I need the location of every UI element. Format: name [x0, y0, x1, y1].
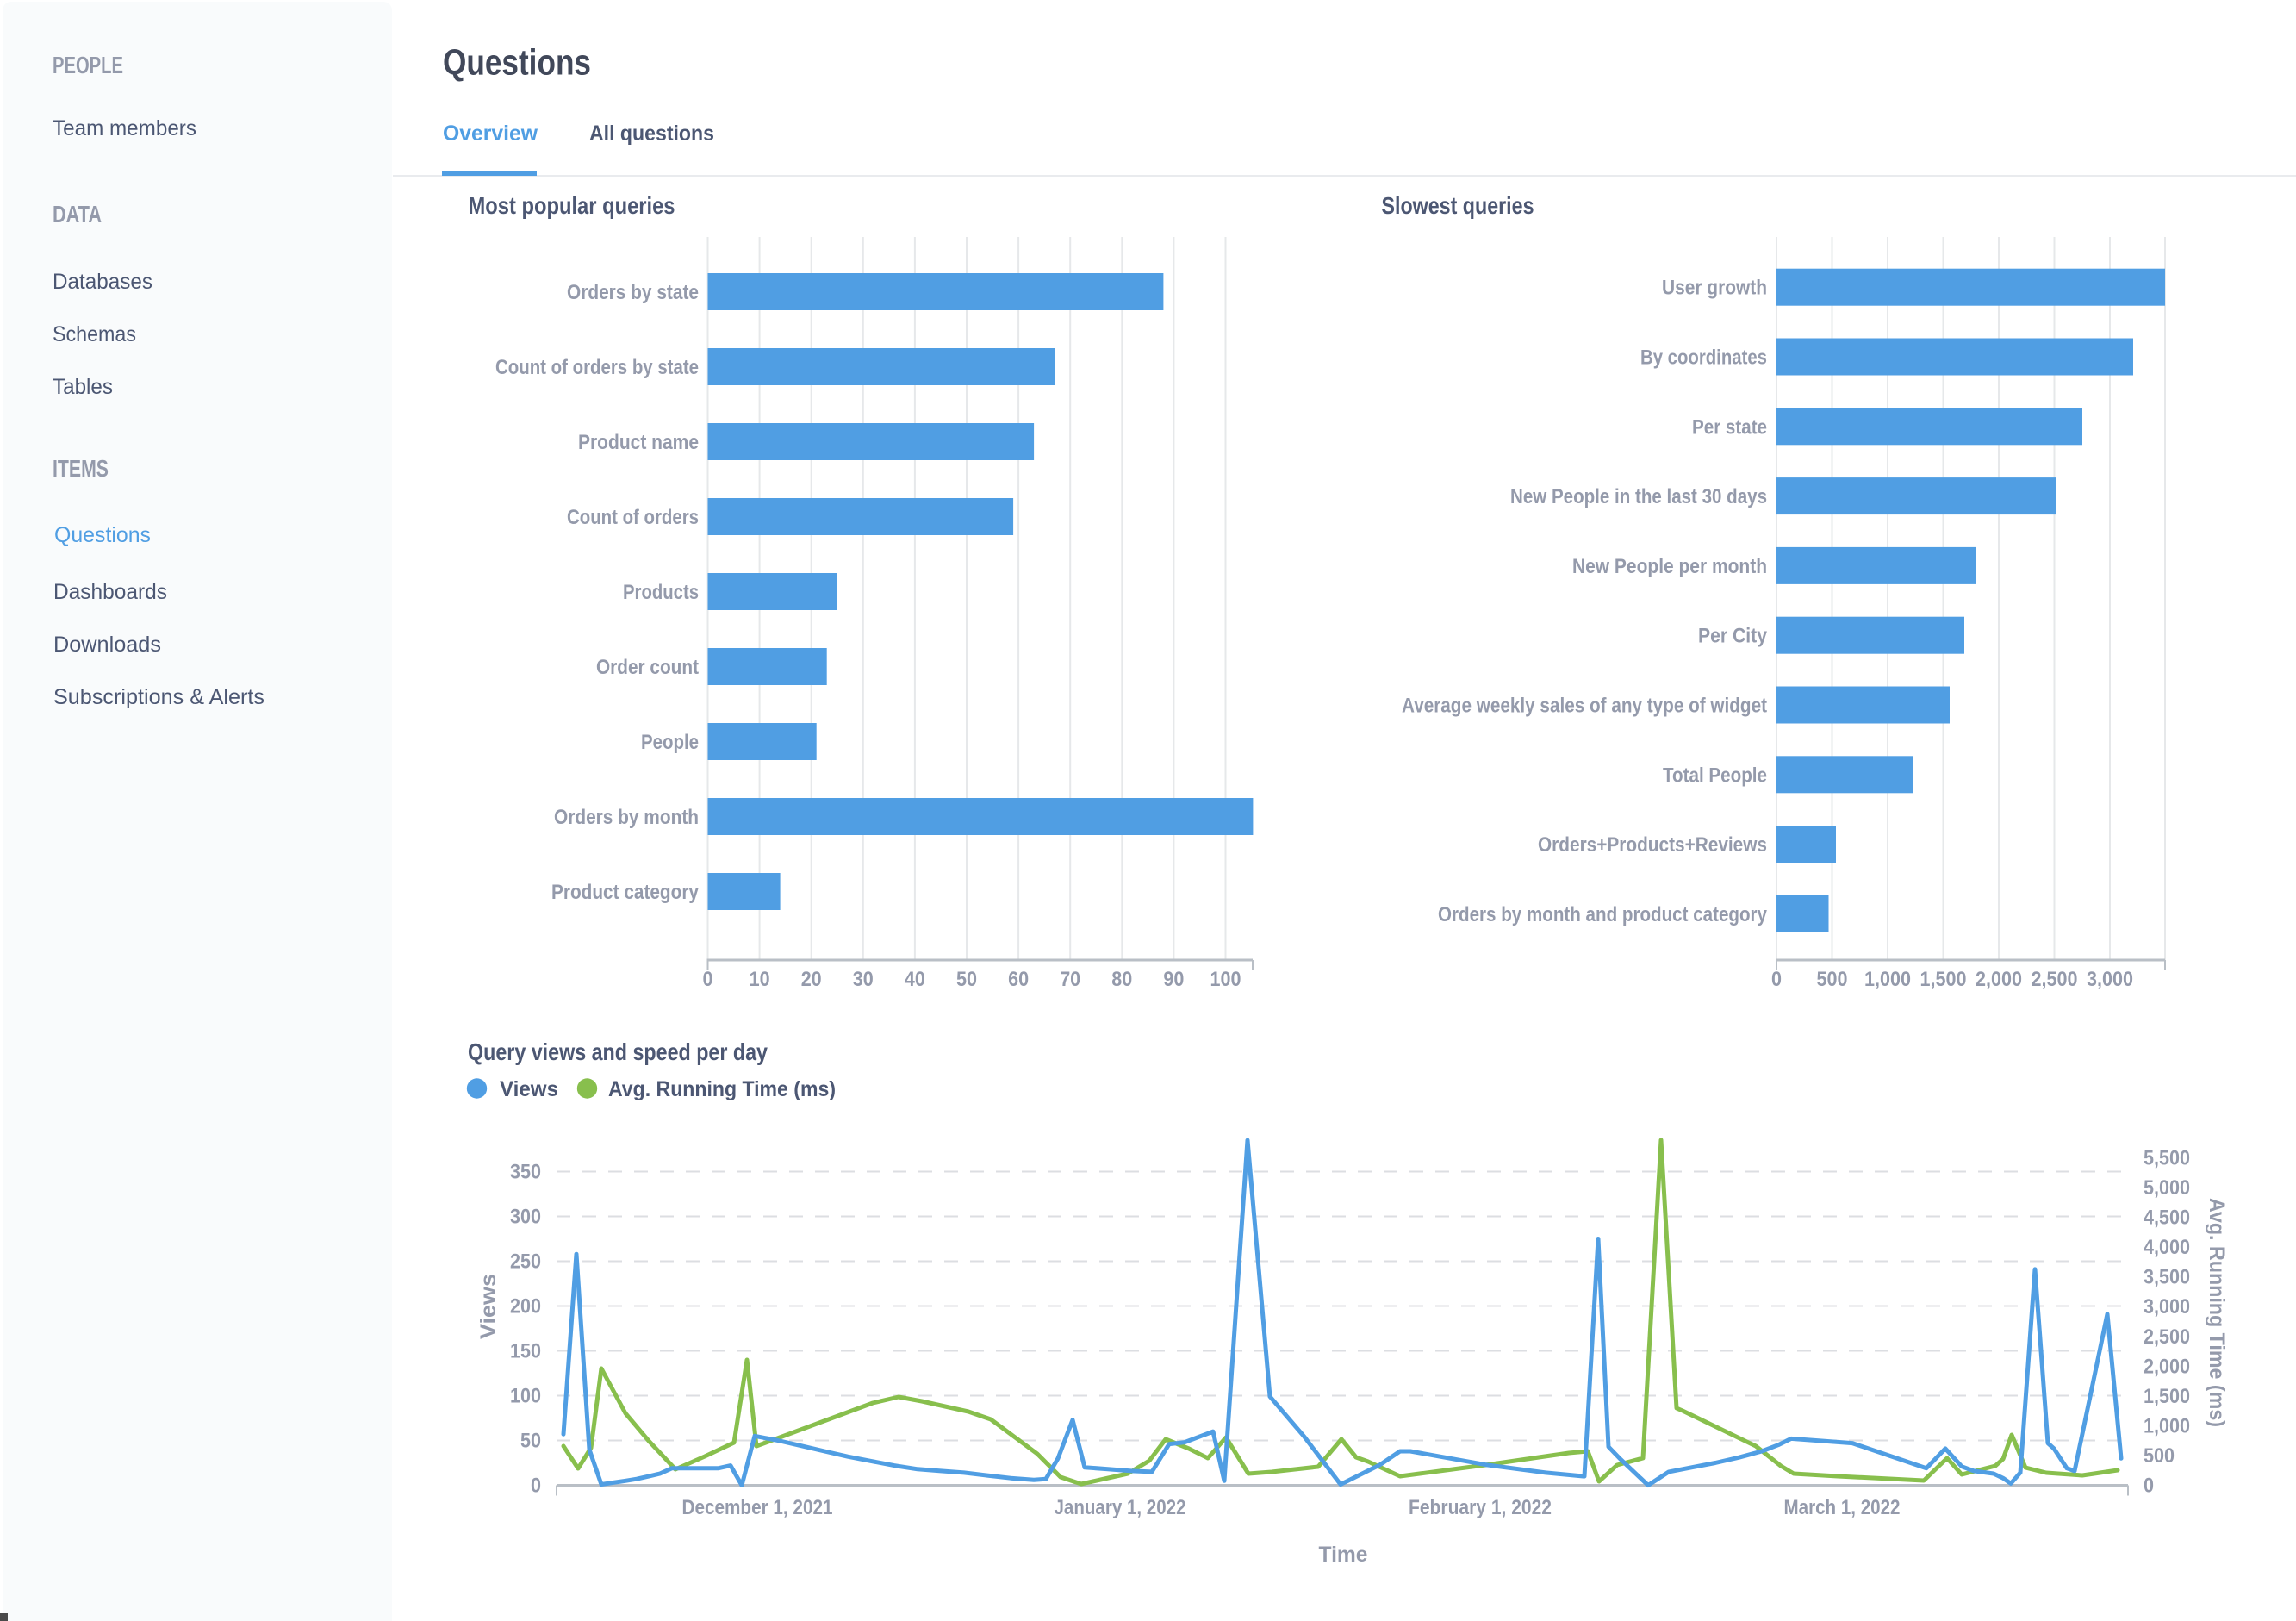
svg-text:200: 200	[510, 1295, 541, 1319]
svg-text:500: 500	[2144, 1444, 2175, 1468]
svg-text:90: 90	[1163, 968, 1184, 991]
svg-text:January 1, 2022: January 1, 2022	[1055, 1496, 1186, 1519]
svg-text:Databases: Databases	[53, 270, 152, 294]
svg-text:By coordinates: By coordinates	[1640, 346, 1767, 370]
svg-text:DATA: DATA	[53, 201, 102, 228]
svg-text:3,500: 3,500	[2144, 1266, 2190, 1289]
svg-text:50: 50	[956, 968, 977, 991]
svg-text:2,000: 2,000	[2144, 1355, 2190, 1378]
svg-text:3,000: 3,000	[2087, 968, 2133, 991]
svg-text:Count of orders: Count of orders	[567, 506, 699, 529]
svg-text:Product category: Product category	[551, 881, 700, 904]
svg-text:20: 20	[801, 968, 822, 991]
svg-text:Tables: Tables	[53, 375, 113, 399]
svg-text:March 1, 2022: March 1, 2022	[1784, 1496, 1901, 1519]
svg-text:2,500: 2,500	[2032, 968, 2078, 991]
svg-text:Product name: Product name	[578, 431, 699, 454]
svg-text:February 1, 2022: February 1, 2022	[1409, 1496, 1552, 1519]
svg-text:1,000: 1,000	[2144, 1414, 2190, 1437]
svg-text:0: 0	[703, 968, 713, 991]
svg-text:Count of orders by state: Count of orders by state	[495, 356, 699, 379]
svg-text:Per state: Per state	[1692, 415, 1767, 439]
svg-text:10: 10	[750, 968, 770, 991]
svg-text:Orders+Products+Reviews: Orders+Products+Reviews	[1538, 833, 1767, 857]
svg-text:Avg. Running Time (ms): Avg. Running Time (ms)	[2205, 1198, 2229, 1427]
svg-text:Team members: Team members	[53, 116, 196, 140]
svg-text:Total People: Total People	[1663, 764, 1767, 787]
svg-text:Avg. Running Time (ms): Avg. Running Time (ms)	[608, 1077, 836, 1101]
svg-text:Orders by state: Orders by state	[567, 281, 699, 304]
svg-text:Questions: Questions	[54, 523, 151, 547]
svg-text:Schemas: Schemas	[53, 322, 136, 346]
svg-text:Most popular queries: Most popular queries	[469, 192, 675, 219]
svg-text:Orders by month and product ca: Orders by month and product category	[1438, 903, 1768, 926]
svg-text:250: 250	[510, 1250, 541, 1274]
svg-text:Overview: Overview	[443, 122, 538, 146]
svg-text:Questions: Questions	[443, 42, 591, 83]
svg-text:100: 100	[1210, 968, 1241, 991]
svg-text:1,000: 1,000	[1864, 968, 1911, 991]
svg-text:Order count: Order count	[596, 656, 699, 679]
svg-text:40: 40	[905, 968, 925, 991]
svg-text:Per City: Per City	[1698, 625, 1768, 648]
svg-text:Downloads: Downloads	[53, 633, 161, 657]
svg-text:2,500: 2,500	[2144, 1325, 2190, 1349]
svg-text:Slowest queries: Slowest queries	[1382, 192, 1534, 219]
svg-text:5,500: 5,500	[2144, 1147, 2190, 1170]
svg-text:60: 60	[1008, 968, 1029, 991]
svg-text:30: 30	[853, 968, 874, 991]
svg-text:300: 300	[510, 1206, 541, 1229]
svg-text:Subscriptions & Alerts: Subscriptions & Alerts	[53, 685, 264, 709]
svg-text:Average weekly sales of any ty: Average weekly sales of any type of widg…	[1402, 695, 1767, 718]
svg-text:0: 0	[1771, 968, 1782, 991]
svg-text:4,500: 4,500	[2144, 1206, 2190, 1230]
svg-text:0: 0	[2144, 1474, 2154, 1498]
svg-text:New People in the last 30 days: New People in the last 30 days	[1510, 485, 1767, 508]
svg-text:Orders by month: Orders by month	[554, 806, 699, 829]
svg-text:80: 80	[1111, 968, 1132, 991]
svg-text:Views: Views	[500, 1077, 558, 1101]
svg-text:Time: Time	[1319, 1543, 1368, 1567]
svg-text:150: 150	[510, 1340, 541, 1363]
svg-text:Query views and speed per day: Query views and speed per day	[468, 1038, 768, 1065]
svg-text:500: 500	[1817, 968, 1848, 991]
svg-text:Dashboards: Dashboards	[53, 580, 167, 604]
svg-text:0: 0	[531, 1474, 541, 1498]
svg-text:December 1, 2021: December 1, 2021	[682, 1496, 833, 1519]
svg-text:All questions: All questions	[589, 122, 714, 146]
svg-text:Products: Products	[623, 581, 699, 604]
svg-text:People: People	[641, 731, 699, 754]
svg-text:ITEMS: ITEMS	[53, 455, 109, 482]
svg-text:1,500: 1,500	[1920, 968, 1967, 991]
svg-text:3,000: 3,000	[2144, 1295, 2190, 1319]
svg-text:50: 50	[520, 1430, 541, 1453]
svg-text:1,500: 1,500	[2144, 1385, 2190, 1408]
svg-text:PEOPLE: PEOPLE	[53, 52, 123, 78]
svg-text:New People per month: New People per month	[1572, 555, 1767, 578]
svg-text:5,000: 5,000	[2144, 1176, 2190, 1200]
svg-text:70: 70	[1060, 968, 1080, 991]
svg-text:2,000: 2,000	[1976, 968, 2022, 991]
svg-text:100: 100	[510, 1385, 541, 1408]
svg-text:4,000: 4,000	[2144, 1236, 2190, 1259]
svg-text:Views: Views	[476, 1274, 501, 1339]
svg-text:350: 350	[510, 1161, 541, 1184]
svg-text:User growth: User growth	[1662, 277, 1767, 300]
